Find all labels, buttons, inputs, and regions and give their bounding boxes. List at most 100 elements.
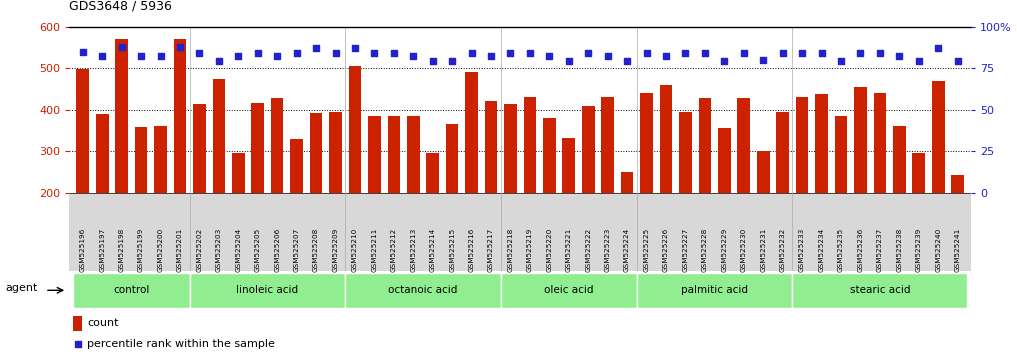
Point xyxy=(716,59,732,64)
Bar xyxy=(387,116,400,193)
Point xyxy=(697,50,713,56)
Point xyxy=(910,59,926,64)
Point xyxy=(74,48,91,54)
Bar xyxy=(213,79,225,193)
Bar xyxy=(816,94,828,193)
Point xyxy=(580,50,596,56)
Point xyxy=(211,59,227,64)
Bar xyxy=(679,112,692,193)
Bar xyxy=(543,118,555,193)
Bar xyxy=(776,112,789,193)
Bar xyxy=(641,93,653,193)
Bar xyxy=(699,98,711,193)
Text: palmitic acid: palmitic acid xyxy=(681,285,749,295)
Point xyxy=(775,50,791,56)
Bar xyxy=(620,172,634,193)
Point xyxy=(541,54,557,59)
Point xyxy=(658,54,674,59)
Bar xyxy=(874,93,886,193)
Point xyxy=(891,54,907,59)
Bar xyxy=(426,153,439,193)
FancyBboxPatch shape xyxy=(637,273,792,308)
Point xyxy=(852,50,869,56)
FancyBboxPatch shape xyxy=(792,273,967,308)
Point xyxy=(522,50,538,56)
Point xyxy=(560,59,577,64)
Bar xyxy=(465,72,478,193)
Point xyxy=(619,59,636,64)
Bar xyxy=(290,139,303,193)
Bar xyxy=(485,101,497,193)
Point xyxy=(872,50,888,56)
Point xyxy=(677,50,694,56)
Bar xyxy=(795,97,809,193)
Bar xyxy=(718,129,730,193)
Bar xyxy=(951,175,964,193)
Point xyxy=(270,54,286,59)
Text: linoleic acid: linoleic acid xyxy=(236,285,299,295)
Text: agent: agent xyxy=(5,283,38,293)
Bar xyxy=(135,127,147,193)
Bar xyxy=(601,97,614,193)
Point xyxy=(931,45,947,51)
Bar xyxy=(893,126,905,193)
Point xyxy=(814,50,830,56)
Point xyxy=(327,50,344,56)
Point xyxy=(366,50,382,56)
Bar xyxy=(407,116,420,193)
Bar xyxy=(251,103,264,193)
Bar xyxy=(854,87,866,193)
Bar xyxy=(737,98,751,193)
Bar xyxy=(368,116,380,193)
Point xyxy=(94,54,110,59)
Bar xyxy=(504,103,517,193)
Point xyxy=(289,50,305,56)
Bar xyxy=(155,126,167,193)
Bar xyxy=(660,85,672,193)
Point xyxy=(755,57,771,63)
Point xyxy=(483,54,499,59)
Point xyxy=(735,50,752,56)
Point xyxy=(308,45,324,51)
Text: GDS3648 / 5936: GDS3648 / 5936 xyxy=(69,0,172,12)
FancyBboxPatch shape xyxy=(345,273,500,308)
Point xyxy=(69,341,85,347)
Point xyxy=(794,50,811,56)
Point xyxy=(133,54,149,59)
Point xyxy=(249,50,265,56)
FancyBboxPatch shape xyxy=(73,273,190,308)
Bar xyxy=(835,116,847,193)
Bar xyxy=(76,69,89,193)
Bar xyxy=(330,112,342,193)
Point xyxy=(347,45,363,51)
Text: oleic acid: oleic acid xyxy=(544,285,594,295)
Bar xyxy=(193,103,205,193)
Bar xyxy=(73,315,82,331)
Point xyxy=(833,59,849,64)
Point xyxy=(191,50,207,56)
Text: percentile rank within the sample: percentile rank within the sample xyxy=(87,339,276,349)
Bar xyxy=(932,81,945,193)
Text: count: count xyxy=(87,318,119,328)
Point xyxy=(405,54,421,59)
FancyBboxPatch shape xyxy=(500,273,637,308)
Point xyxy=(172,44,188,49)
Point xyxy=(950,59,966,64)
Point xyxy=(153,54,169,59)
Point xyxy=(114,44,130,49)
Bar xyxy=(310,113,322,193)
Point xyxy=(639,50,655,56)
Point xyxy=(424,59,440,64)
Bar xyxy=(524,97,536,193)
Point xyxy=(385,50,402,56)
Text: octanoic acid: octanoic acid xyxy=(388,285,458,295)
Point xyxy=(502,50,519,56)
Bar xyxy=(174,39,186,193)
Point xyxy=(600,54,616,59)
Bar xyxy=(349,67,361,193)
FancyBboxPatch shape xyxy=(190,273,345,308)
Bar xyxy=(115,39,128,193)
Bar xyxy=(757,152,770,193)
Point xyxy=(464,50,480,56)
Bar xyxy=(912,153,925,193)
